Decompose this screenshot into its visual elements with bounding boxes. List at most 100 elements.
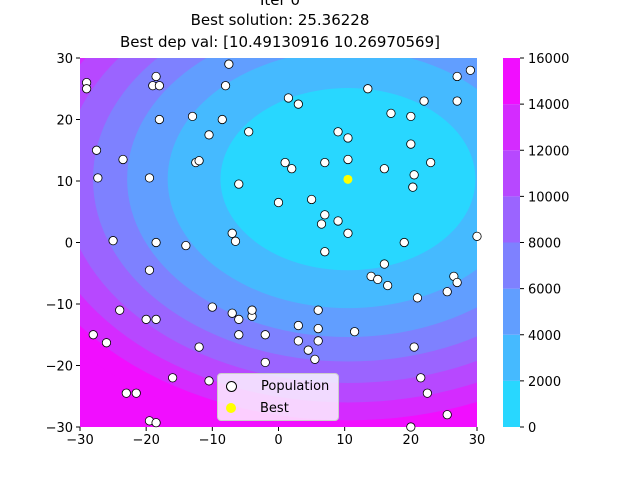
population-point xyxy=(234,179,244,189)
legend-label-population: Population xyxy=(261,378,330,394)
population-point xyxy=(306,194,317,205)
population-point xyxy=(419,96,429,106)
population-point xyxy=(313,305,323,315)
population-point xyxy=(409,170,419,180)
y-tick-label: 10 xyxy=(56,175,73,190)
colorbar-tick-label: 8000 xyxy=(528,237,561,252)
population-point xyxy=(194,156,204,166)
y-tick-label: 20 xyxy=(56,114,73,129)
population-point xyxy=(187,111,198,122)
population-point xyxy=(115,305,125,315)
population-point xyxy=(154,114,164,125)
population-point xyxy=(82,84,92,94)
population-point xyxy=(227,308,237,318)
y-tick-label: 30 xyxy=(56,52,73,67)
contour-bands xyxy=(80,58,477,427)
x-tick-label: 30 xyxy=(469,433,486,448)
population-point xyxy=(349,327,360,337)
population-point xyxy=(406,139,416,149)
x-tick-label: −10 xyxy=(199,433,226,448)
population-point xyxy=(101,338,112,348)
x-tick-label: 0 xyxy=(274,433,282,448)
population-point xyxy=(406,422,416,432)
colorbar-band xyxy=(503,196,520,243)
best-point xyxy=(343,174,353,184)
population-point xyxy=(154,81,164,91)
title-line-best-solution: Best solution: 25.36228 xyxy=(190,11,370,29)
y-tick-label: −30 xyxy=(46,421,73,436)
colorbar-band xyxy=(503,380,520,427)
population-point xyxy=(108,236,118,246)
population-point xyxy=(293,99,303,109)
population-point xyxy=(220,81,231,91)
population-point xyxy=(204,376,214,386)
colorbar-band xyxy=(503,104,520,151)
population-point xyxy=(452,277,462,288)
y-tick-label: −10 xyxy=(46,298,73,313)
population-point xyxy=(287,164,297,174)
population-point xyxy=(151,237,161,248)
colorbar-tick-label: 12000 xyxy=(528,144,569,159)
population-point xyxy=(273,197,284,208)
population-point xyxy=(409,342,419,352)
population-point xyxy=(131,388,141,398)
population-point xyxy=(204,130,214,140)
colorbar-tick-label: 10000 xyxy=(528,190,569,205)
population-point xyxy=(194,342,204,352)
population-point xyxy=(442,287,452,297)
colorbar-tick-label: 6000 xyxy=(528,283,561,298)
population-point xyxy=(442,410,452,420)
population-point xyxy=(408,182,418,192)
legend-label-best: Best xyxy=(260,400,289,416)
x-tick-label: 20 xyxy=(403,433,420,448)
population-point xyxy=(426,157,436,168)
population-point xyxy=(181,240,191,251)
population-point xyxy=(313,336,323,346)
population-point xyxy=(412,293,423,303)
population-point xyxy=(280,157,290,168)
population-point xyxy=(343,133,353,143)
population-point xyxy=(373,274,383,284)
population-point xyxy=(465,65,475,75)
population-point xyxy=(316,219,327,229)
population-point xyxy=(260,357,270,368)
population-point xyxy=(151,314,161,324)
legend-marker-population xyxy=(226,380,237,392)
population-point xyxy=(244,127,254,137)
population-point xyxy=(320,157,330,168)
population-point xyxy=(207,302,217,312)
population-point xyxy=(121,388,131,398)
population-point xyxy=(386,108,396,118)
population-point xyxy=(234,314,244,324)
population-point xyxy=(310,354,320,364)
colorbar-band xyxy=(503,242,520,289)
population-point xyxy=(141,314,151,324)
population-point xyxy=(452,71,462,82)
x-tick-label: 10 xyxy=(336,433,353,448)
population-point xyxy=(406,111,416,122)
population-point xyxy=(383,280,393,291)
population-point xyxy=(472,231,482,241)
colorbar-tick-label: 2000 xyxy=(528,375,561,390)
population-point xyxy=(320,247,330,257)
population-point xyxy=(260,330,270,340)
population-point xyxy=(293,336,303,346)
colorbar-band xyxy=(503,150,520,197)
colorbar-tick-label: 16000 xyxy=(528,52,569,67)
legend: Population Best xyxy=(217,373,339,421)
legend-item-population: Population xyxy=(226,377,329,395)
population-point xyxy=(313,323,323,334)
population-point xyxy=(333,216,343,226)
population-point xyxy=(363,84,373,94)
colorbar-band xyxy=(503,288,520,335)
population-point xyxy=(422,388,432,398)
population-point xyxy=(283,93,294,103)
colorbar-band xyxy=(503,58,520,105)
population-point xyxy=(333,127,343,137)
colorbar-tick-label: 0 xyxy=(528,421,536,436)
legend-item-best: Best xyxy=(226,399,289,417)
population-point xyxy=(151,71,161,82)
population-point xyxy=(303,345,313,355)
population-point xyxy=(88,330,98,340)
